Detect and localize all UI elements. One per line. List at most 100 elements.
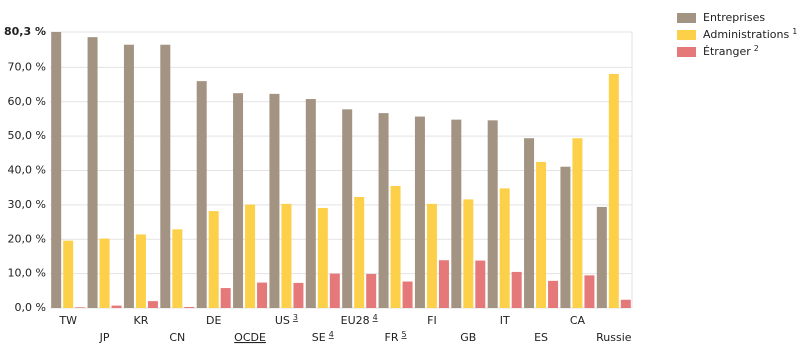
bar (135, 234, 146, 308)
category-note: 4 (373, 313, 378, 322)
bar (269, 93, 280, 308)
category-name: CA (570, 314, 586, 327)
x-tick-label: EU28 4 (341, 313, 378, 328)
category-name: EU28 (341, 314, 370, 327)
legend-name: Étranger (703, 45, 751, 58)
x-tick-label: SE 4 (312, 330, 334, 345)
category-name: GB (460, 331, 476, 344)
legend-label: Étranger 2 (703, 44, 759, 59)
y-tick-label: 10,0 % (8, 267, 46, 280)
bar (220, 288, 231, 308)
legend-swatch (677, 47, 696, 57)
category-name: IT (500, 314, 510, 327)
y-tick-label: 80,3 % (4, 25, 46, 38)
category-note: 4 (329, 330, 334, 339)
x-tick-label: IT (500, 314, 510, 327)
x-tick-label: CN (169, 331, 185, 344)
category-name[interactable]: OCDE (234, 331, 266, 344)
x-tick-label: US 3 (275, 313, 298, 328)
category-name: KR (134, 314, 149, 327)
bar (620, 299, 631, 308)
legend-name: Administrations (703, 28, 789, 41)
bar (366, 273, 377, 308)
bar (281, 203, 292, 308)
category-name: US (275, 314, 290, 327)
bar (172, 229, 183, 308)
bar (196, 81, 207, 308)
bar (293, 282, 304, 308)
bar (51, 32, 62, 308)
bar (402, 281, 413, 308)
bar (511, 271, 522, 308)
legend-note: 2 (754, 44, 759, 53)
x-tick-label: GB (460, 331, 476, 344)
bar (329, 273, 340, 308)
legend-swatch (677, 13, 696, 23)
x-tick-label: FI (427, 314, 437, 327)
bar (548, 280, 559, 308)
category-name: FR (385, 331, 399, 344)
y-tick-label: 60,0 % (8, 95, 46, 108)
bar (475, 260, 486, 308)
y-tick-label: 20,0 % (8, 232, 46, 245)
x-tick-label: FR 5 (385, 330, 407, 345)
legend-name: Entreprises (703, 11, 765, 24)
y-tick-label: 70,0 % (8, 60, 46, 73)
bar (390, 185, 401, 308)
x-tick-label: KR (134, 314, 149, 327)
bar (317, 207, 328, 308)
x-tick-label: TW (58, 314, 77, 327)
bar (63, 240, 74, 308)
category-name: CN (169, 331, 185, 344)
bar (147, 301, 158, 308)
bar (342, 109, 353, 308)
y-tick-label: 0,0 % (15, 301, 46, 314)
legend-swatch (677, 30, 696, 40)
category-name: DE (206, 314, 221, 327)
bar (414, 116, 425, 309)
bar (245, 204, 256, 308)
bar (111, 305, 122, 308)
bar (596, 206, 607, 308)
bar (123, 44, 134, 308)
bar (233, 93, 244, 308)
y-tick-label: 30,0 % (8, 198, 46, 211)
legend-label: Entreprises (703, 11, 765, 24)
bar (257, 282, 268, 308)
bar (524, 138, 535, 308)
x-tick-label: Russie (596, 331, 632, 344)
bar (463, 199, 474, 308)
bar (499, 188, 510, 308)
x-tick-label: ES (534, 331, 548, 344)
bar (426, 203, 437, 308)
x-tick-label: JP (99, 331, 110, 344)
x-tick-label: OCDE (234, 331, 266, 344)
bar (87, 37, 98, 308)
category-name: FI (427, 314, 437, 327)
y-tick-label: 40,0 % (8, 164, 46, 177)
bar (572, 138, 583, 308)
category-name: Russie (596, 331, 632, 344)
bar (451, 119, 462, 308)
bar (487, 120, 498, 309)
category-name: ES (534, 331, 548, 344)
category-name: SE (312, 331, 326, 344)
category-note: 5 (402, 330, 407, 339)
category-name: TW (58, 314, 77, 327)
bar (75, 307, 86, 308)
bar (608, 73, 619, 308)
x-tick-label: DE (206, 314, 221, 327)
legend-note: 1 (792, 27, 797, 36)
bar (99, 238, 110, 308)
bar (536, 161, 547, 308)
bar (584, 275, 595, 308)
category-note: 3 (293, 313, 298, 322)
y-tick-label: 50,0 % (8, 129, 46, 142)
bar (354, 196, 365, 308)
bar (184, 306, 195, 308)
bar (378, 113, 389, 308)
category-name: JP (99, 331, 110, 344)
legend-label: Administrations 1 (703, 27, 797, 42)
bar (208, 211, 219, 308)
